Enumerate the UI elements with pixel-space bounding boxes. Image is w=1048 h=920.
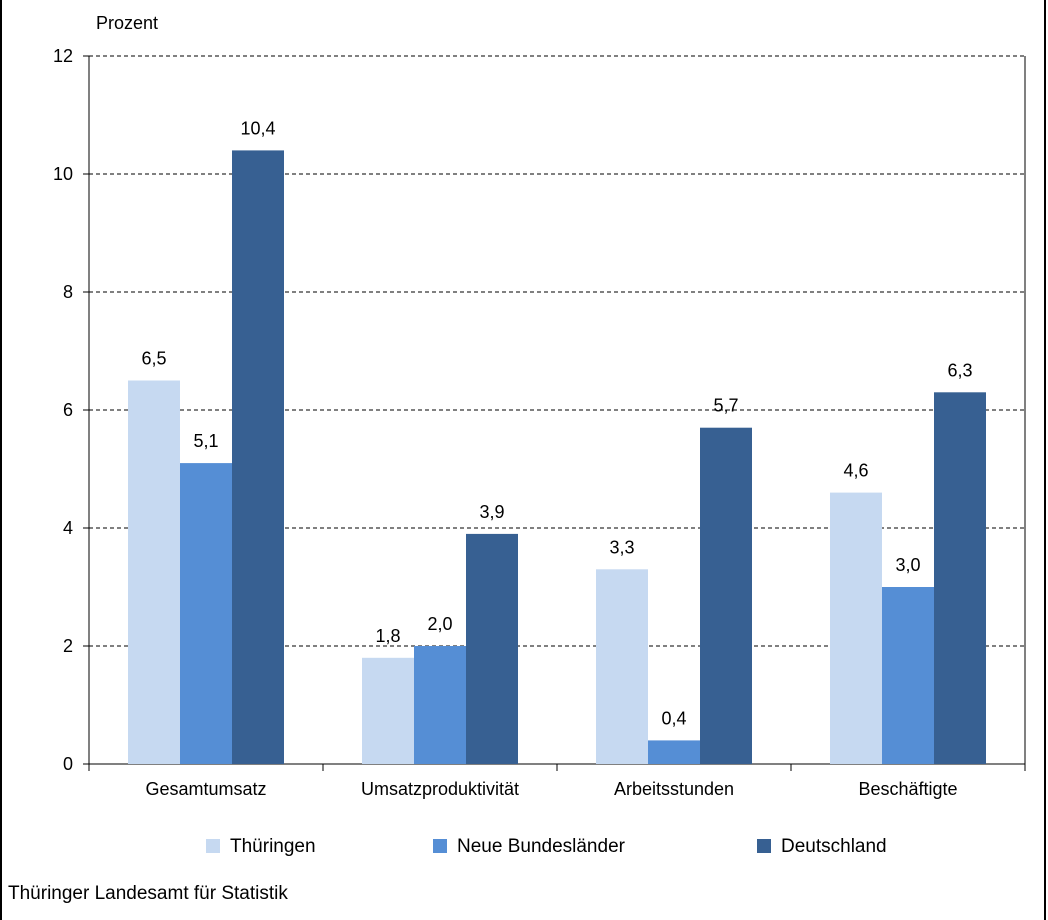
legend-swatch <box>757 839 771 853</box>
bar <box>466 533 518 764</box>
y-tick-label: 8 <box>63 282 73 302</box>
x-tick-label: Beschäftigte <box>858 779 957 799</box>
data-label: 5,7 <box>713 396 738 416</box>
bar <box>934 392 986 764</box>
bar <box>180 463 232 764</box>
bar <box>596 569 648 764</box>
data-label: 6,3 <box>947 360 972 380</box>
bar <box>700 427 752 764</box>
data-label: 6,5 <box>141 349 166 369</box>
y-tick-label: 10 <box>53 164 73 184</box>
tick-labels: 0 2 4 6 8 10 12 Gesamtumsatz Umsatzproduktivität… <box>53 46 958 799</box>
y-axis-label: Prozent <box>96 13 158 33</box>
data-label: 4,6 <box>843 461 868 481</box>
data-label: 3,9 <box>479 502 504 522</box>
data-label: 1,8 <box>375 626 400 646</box>
y-tick-label: 4 <box>63 518 73 538</box>
data-label: 3,0 <box>895 555 920 575</box>
bar <box>362 657 414 764</box>
x-tick-label: Umsatzproduktivität <box>361 779 519 799</box>
y-tick-label: 12 <box>53 46 73 66</box>
legend-swatch <box>206 839 220 853</box>
bar <box>128 380 180 764</box>
legend-swatch <box>433 839 447 853</box>
legend-label: Neue Bundesländer <box>457 836 626 857</box>
bars <box>128 150 986 764</box>
bar <box>830 492 882 764</box>
legend-label: Thüringen <box>230 836 316 857</box>
x-tick-label: Arbeitsstunden <box>614 779 734 799</box>
legend: Thüringen Neue Bundesländer Deutschland <box>206 836 887 857</box>
data-label: 10,4 <box>240 118 275 138</box>
bar <box>232 150 284 764</box>
data-label: 3,3 <box>609 537 634 557</box>
data-label: 2,0 <box>427 614 452 634</box>
bar-chart: Prozent 6,5 5,1 10,4 1,8 2,0 3,9 3,3 0,4 5,7 4,6 3… <box>53 13 1026 857</box>
y-tick-label: 2 <box>63 636 73 656</box>
data-label: 5,1 <box>193 431 218 451</box>
y-tick-label: 0 <box>63 754 73 774</box>
data-label: 0,4 <box>661 708 686 728</box>
data-labels: 6,5 5,1 10,4 1,8 2,0 3,9 3,3 0,4 5,7 4,6 3,0 6,3 <box>141 118 972 728</box>
legend-label: Deutschland <box>781 836 887 857</box>
bar <box>882 587 934 764</box>
bar <box>414 646 466 764</box>
bar <box>648 740 700 764</box>
y-tick-label: 6 <box>63 400 73 420</box>
x-tick-label: Gesamtumsatz <box>145 779 266 799</box>
source-note: Thüringer Landesamt für Statistik <box>8 883 288 904</box>
